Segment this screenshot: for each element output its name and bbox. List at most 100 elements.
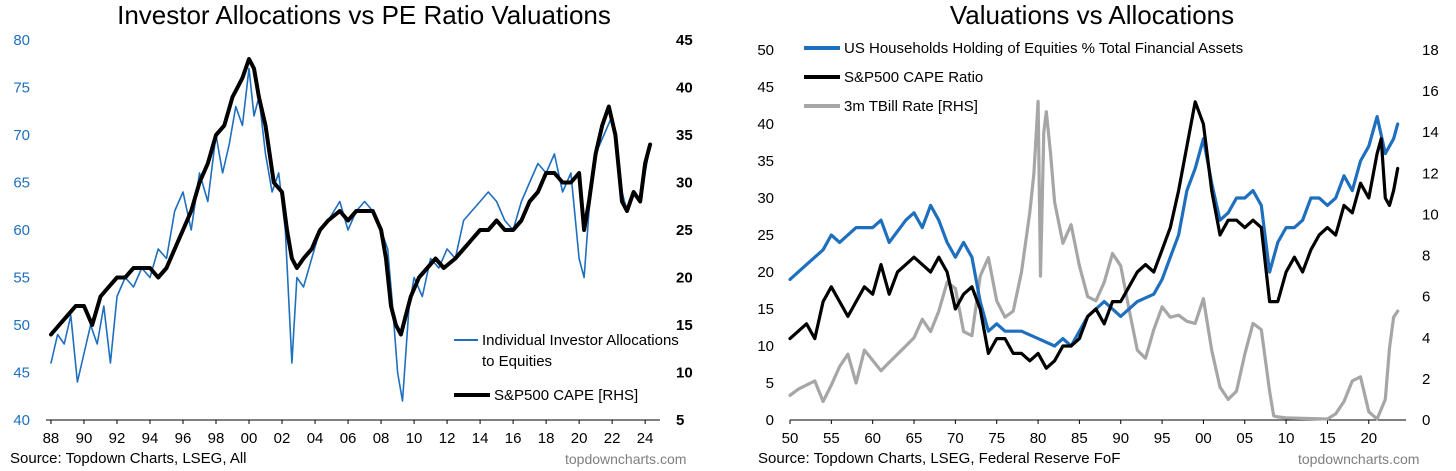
- legend-label: 3m TBill Rate [RHS]: [844, 98, 978, 115]
- legend-swatch-black: [454, 393, 490, 397]
- legend-item-cape: S&P500 CAPE [RHS]: [454, 385, 694, 406]
- brand-watermark: topdowncharts.com: [565, 451, 687, 467]
- x-tick-label: 10: [1278, 430, 1295, 447]
- y-left-tick-label: 40: [13, 412, 30, 429]
- y-left-tick-label: 70: [13, 127, 30, 144]
- legend: US Households Holding of Equities % Tota…: [804, 38, 1364, 117]
- y-right-tick-label: 2: [1422, 371, 1430, 388]
- y-right-tick-label: 10: [676, 365, 693, 382]
- x-tick-label: 18: [538, 430, 555, 447]
- x-tick-label: 24: [637, 430, 654, 447]
- x-tick-label: 90: [76, 430, 93, 447]
- legend-item-household-equities: US Households Holding of Equities % Tota…: [804, 38, 1364, 59]
- chart-title: Valuations vs Allocations: [949, 0, 1235, 30]
- y-left-tick-label: 80: [13, 32, 30, 49]
- y-right-tick-label: 20: [676, 270, 693, 287]
- x-tick-label: 75: [988, 430, 1005, 447]
- x-tick-label: 22: [604, 430, 621, 447]
- y-right-tick-label: 45: [676, 32, 693, 49]
- y-left-tick-label: 20: [757, 264, 774, 281]
- y-left-tick-label: 75: [13, 80, 30, 97]
- chart-title: Investor Allocations vs PE Ratio Valuati…: [117, 0, 611, 30]
- y-left-tick-label: 65: [13, 175, 30, 192]
- x-tick-label: 80: [1030, 430, 1047, 447]
- x-tick-label: 20: [1360, 430, 1377, 447]
- y-right-tick-label: 16: [1422, 83, 1439, 100]
- y-left-tick-label: 50: [757, 42, 774, 59]
- chart-canvas: 88 90 92 94 96 98 00 02 04 06 08 10 12 14 16 18 20 22 24 40…: [13, 32, 693, 447]
- y-left-tick-label: 5: [766, 375, 774, 392]
- x-tick-label: 65: [906, 430, 923, 447]
- source-note: Source: Topdown Charts, LSEG, All: [10, 450, 247, 467]
- x-tick-label: 06: [340, 430, 357, 447]
- x-tick-label: 02: [274, 430, 291, 447]
- x-tick-label: 88: [43, 430, 60, 447]
- legend-swatch-blue: [804, 46, 840, 50]
- source-note: Source: Topdown Charts, LSEG, Federal Re…: [758, 450, 1121, 467]
- y-left-tick-label: 55: [13, 270, 30, 287]
- x-tick-label: 95: [1154, 430, 1171, 447]
- y-left-tick-label: 45: [13, 365, 30, 382]
- y-left-tick-label: 35: [757, 153, 774, 170]
- y-left-tick-label: 45: [757, 79, 774, 96]
- legend-item-cape-ratio: S&P500 CAPE Ratio: [804, 67, 1364, 88]
- series-line-s-p500-cape-rhs: [49, 57, 653, 337]
- legend-label: S&P500 CAPE [RHS]: [494, 387, 639, 404]
- x-tick-label: 85: [1071, 430, 1088, 447]
- y-right-tick-label: 10: [1422, 206, 1439, 223]
- y-left-tick-label: 60: [13, 222, 30, 239]
- y-left-tick-label: 30: [757, 190, 774, 207]
- y-right-tick-label: 4: [1422, 330, 1430, 347]
- y-right-tick-label: 30: [676, 175, 693, 192]
- x-tick-label: 14: [472, 430, 489, 447]
- y-right-tick-label: 18: [1422, 42, 1439, 59]
- y-right-tick-label: 15: [676, 317, 693, 334]
- y-left-tick-label: 40: [757, 116, 774, 133]
- y-right-tick-label: 35: [676, 127, 693, 144]
- x-tick-label: 60: [864, 430, 881, 447]
- y-right-tick-label: 8: [1422, 248, 1430, 265]
- y-left-tick-label: 15: [757, 301, 774, 318]
- x-tick-label: 16: [505, 430, 522, 447]
- x-tick-label: 50: [782, 430, 799, 447]
- y-right-tick-label: 5: [676, 412, 684, 429]
- x-tick-label: 08: [373, 430, 390, 447]
- x-tick-label: 90: [1112, 430, 1129, 447]
- series-line-s-p500-cape-ratio: [788, 100, 1400, 370]
- y-right-tick-label: 40: [676, 80, 693, 97]
- x-tick-label: 00: [1195, 430, 1212, 447]
- legend-label: S&P500 CAPE Ratio: [844, 69, 984, 86]
- legend-swatch-grey: [804, 104, 840, 108]
- legend-item-tbill-rate: 3m TBill Rate [RHS]: [804, 96, 1364, 117]
- y-left-tick-label: 50: [13, 317, 30, 334]
- y-right-tick-label: 0: [1422, 412, 1430, 429]
- y-left-tick-label: 25: [757, 227, 774, 244]
- series-line-individual-investor-allocations-to-equities: [50, 67, 651, 402]
- series-line-us-households-holding-of-equities-total-financial-assets: [788, 114, 1400, 348]
- y-left-tick-label: 0: [766, 412, 774, 429]
- x-tick-label: 05: [1236, 430, 1253, 447]
- x-tick-label: 96: [175, 430, 192, 447]
- x-tick-label: 92: [109, 430, 126, 447]
- legend-swatch-blue: [454, 339, 478, 341]
- x-tick-label: 15: [1319, 430, 1336, 447]
- y-right-tick-label: 12: [1422, 165, 1439, 182]
- x-tick-label: 98: [208, 430, 225, 447]
- series-line-3m-tbill-rate-rhs: [788, 99, 1400, 421]
- chart-panel-left: Investor Allocations vs PE Ratio Valuati…: [10, 0, 694, 467]
- x-tick-label: 12: [439, 430, 456, 447]
- x-tick-label: 00: [241, 430, 258, 447]
- x-tick-label: 10: [406, 430, 423, 447]
- x-tick-label: 70: [947, 430, 964, 447]
- y-right-tick-label: 14: [1422, 124, 1439, 141]
- x-tick-label: 20: [571, 430, 588, 447]
- x-tick-label: 55: [823, 430, 840, 447]
- brand-watermark: topdowncharts.com: [1298, 451, 1420, 467]
- x-tick-label: 94: [142, 430, 159, 447]
- legend-item-investor-allocations: Individual Investor Allocations to Equit…: [454, 330, 694, 372]
- x-tick-label: 04: [307, 430, 324, 447]
- y-right-tick-label: 6: [1422, 289, 1430, 306]
- chart-panel-right: Valuations vs Allocations 50 55 60 65 70 75 80…: [728, 0, 1456, 471]
- legend-swatch-black: [804, 75, 840, 79]
- legend: Individual Investor Allocations to Equit…: [454, 330, 694, 406]
